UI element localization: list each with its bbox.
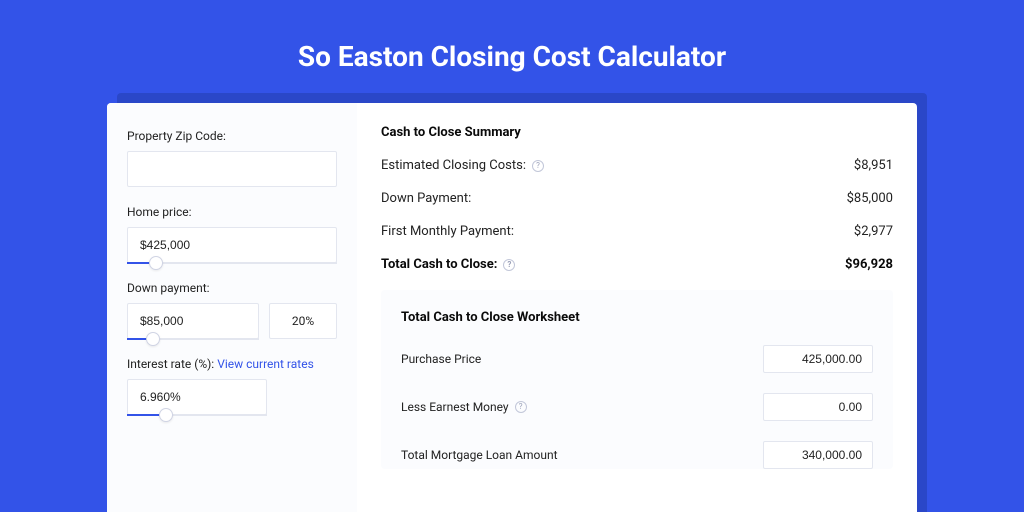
down-payment-percent[interactable]: 20% (269, 303, 337, 339)
worksheet-row-label: Total Mortgage Loan Amount (401, 448, 558, 462)
slider-thumb[interactable] (159, 408, 173, 422)
slider-thumb[interactable] (146, 332, 160, 346)
zip-field: Property Zip Code: (127, 129, 337, 187)
worksheet-rows: Purchase Price Less Earnest Money? Total M… (401, 345, 873, 469)
summary-row-label: Total Cash to Close:? (381, 257, 515, 272)
slider-thumb[interactable] (149, 256, 163, 270)
worksheet-row-input[interactable] (763, 393, 873, 421)
help-icon[interactable]: ? (532, 160, 544, 172)
summary-row: First Monthly Payment: $2,977 (381, 224, 893, 239)
summary-row: Total Cash to Close:? $96,928 (381, 257, 893, 272)
down-payment-label: Down payment: (127, 281, 337, 295)
home-price-label: Home price: (127, 205, 337, 219)
summary-title: Cash to Close Summary (381, 125, 893, 140)
interest-slider[interactable] (127, 379, 267, 415)
summary-row-label-text: Estimated Closing Costs: (381, 158, 526, 173)
worksheet-row: Less Earnest Money? (401, 393, 873, 421)
summary-row-label: Estimated Closing Costs:? (381, 158, 544, 173)
interest-field: Interest rate (%): View current rates (127, 357, 337, 415)
worksheet-row-label: Purchase Price (401, 352, 481, 366)
summary-rows: Estimated Closing Costs:? $8,951 Down Paym… (381, 158, 893, 272)
summary-row-label-text: Down Payment: (381, 191, 471, 206)
worksheet-row: Total Mortgage Loan Amount (401, 441, 873, 469)
home-price-slider[interactable] (127, 227, 337, 263)
summary-row-value: $2,977 (854, 224, 893, 239)
down-payment-slider[interactable] (127, 303, 259, 339)
interest-label: Interest rate (%): View current rates (127, 357, 337, 371)
worksheet-panel: Total Cash to Close Worksheet Purchase P… (381, 290, 893, 469)
summary-row: Down Payment: $85,000 (381, 191, 893, 206)
help-icon[interactable]: ? (503, 259, 515, 271)
worksheet-row: Purchase Price (401, 345, 873, 373)
worksheet-row-input[interactable] (763, 345, 873, 373)
interest-label-text: Interest rate (%): (127, 357, 214, 371)
home-price-field: Home price: (127, 205, 337, 263)
calculator-card: Property Zip Code: Home price: Down paym… (107, 103, 917, 512)
down-payment-input[interactable] (127, 303, 259, 339)
summary-row-value: $85,000 (847, 191, 893, 206)
worksheet-row-label-text: Less Earnest Money (401, 400, 509, 414)
worksheet-row-label-text: Purchase Price (401, 352, 481, 366)
zip-input[interactable] (127, 151, 337, 187)
worksheet-title: Total Cash to Close Worksheet (401, 310, 873, 325)
worksheet-row-label-text: Total Mortgage Loan Amount (401, 448, 558, 462)
inputs-panel: Property Zip Code: Home price: Down paym… (107, 103, 357, 512)
zip-label: Property Zip Code: (127, 129, 337, 143)
page-title: So Easton Closing Cost Calculator (0, 0, 1024, 103)
summary-row: Estimated Closing Costs:? $8,951 (381, 158, 893, 173)
summary-row-label: Down Payment: (381, 191, 471, 206)
down-payment-field: Down payment: 20% (127, 281, 337, 339)
help-icon[interactable]: ? (515, 401, 527, 413)
summary-row-label-text: First Monthly Payment: (381, 224, 514, 239)
view-rates-link[interactable]: View current rates (217, 357, 314, 371)
interest-input[interactable] (127, 379, 267, 415)
worksheet-row-input[interactable] (763, 441, 873, 469)
summary-row-label-text: Total Cash to Close: (381, 257, 497, 272)
card-shadow: Property Zip Code: Home price: Down paym… (107, 103, 917, 512)
results-panel: Cash to Close Summary Estimated Closing … (357, 103, 917, 512)
summary-row-value: $96,928 (845, 257, 893, 272)
worksheet-row-label: Less Earnest Money? (401, 400, 527, 414)
summary-row-value: $8,951 (854, 158, 893, 173)
summary-row-label: First Monthly Payment: (381, 224, 514, 239)
